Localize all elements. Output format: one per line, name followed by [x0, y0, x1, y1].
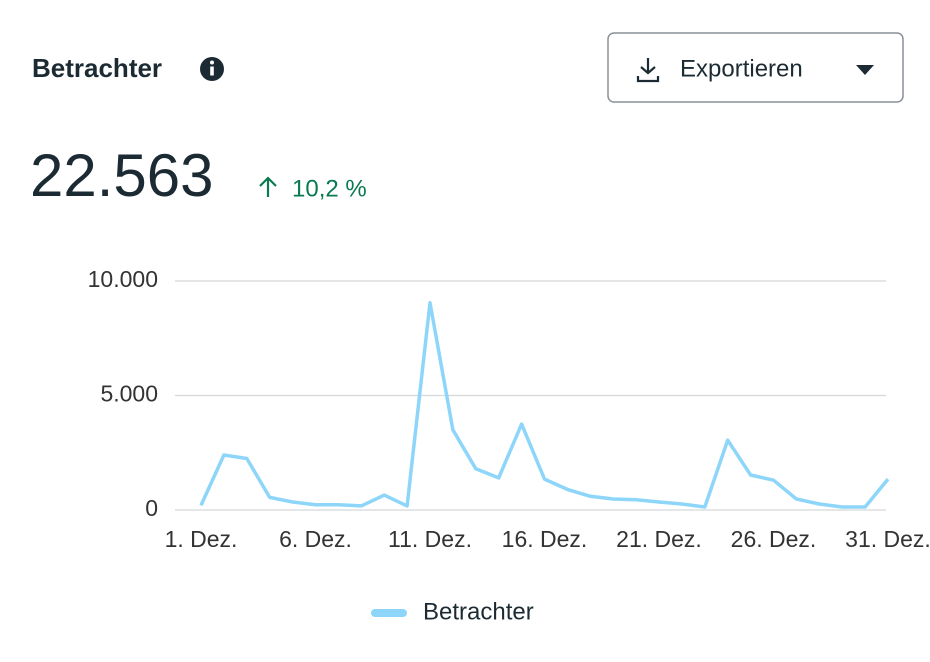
legend-label: Betrachter [423, 598, 534, 625]
change: 10,2 % [292, 175, 367, 202]
title: Betrachter [32, 53, 162, 83]
x-tick-label: 31. Dez. [845, 526, 930, 552]
x-tick-label: 21. Dez. [616, 526, 702, 552]
button-label: Exportieren [680, 55, 803, 82]
x-tick-label: 26. Dez. [731, 526, 817, 552]
info-icon[interactable] [200, 57, 224, 81]
y-tick-label: 10.000 [88, 266, 158, 292]
x-tick-label: 16. Dez. [502, 526, 588, 552]
line [199, 301, 890, 509]
y-tick-label: 5.000 [100, 381, 158, 407]
x-tick-label: 6. Dez. [279, 526, 352, 552]
up-arrow [259, 176, 277, 197]
x-tick-label: 1. Dez. [165, 526, 238, 552]
y-tick-label: 0 [145, 495, 158, 521]
x-tick-label: 11. Dez. [388, 526, 472, 552]
export-button[interactable]: Exportieren [607, 32, 904, 103]
total: 22.563 [30, 142, 214, 209]
